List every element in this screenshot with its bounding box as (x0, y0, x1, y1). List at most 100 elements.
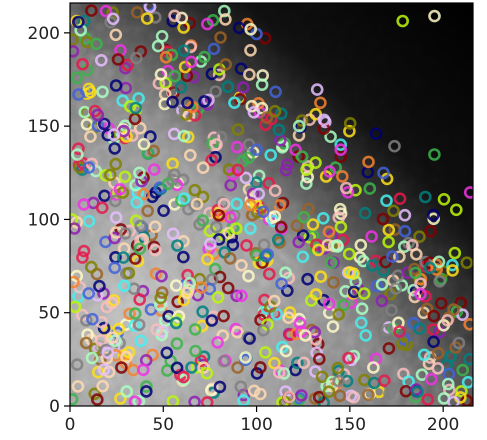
data-point-ring (447, 303, 460, 316)
data-point-ring (128, 252, 142, 265)
data-point-ring (331, 361, 345, 375)
data-point-ring (463, 352, 473, 366)
data-point-ring (160, 346, 174, 360)
data-point-ring (217, 309, 230, 323)
data-point-ring (148, 220, 162, 233)
data-point-ring (242, 151, 255, 164)
data-point-ring (362, 155, 375, 169)
data-point-ring (275, 141, 289, 154)
data-point-ring (437, 193, 451, 206)
data-point-ring (82, 287, 95, 300)
data-point-ring (172, 309, 186, 323)
data-point-ring (420, 302, 434, 316)
data-point-ring (376, 212, 390, 226)
data-point-ring (247, 384, 261, 398)
data-point-ring (367, 361, 380, 374)
data-point-ring (109, 28, 123, 42)
data-point-ring (314, 96, 327, 110)
data-point-ring (154, 291, 167, 305)
data-point-ring (355, 302, 369, 316)
data-point-ring (268, 356, 281, 370)
y-tick-label: 150 (28, 117, 60, 137)
data-point-ring (309, 107, 323, 121)
data-point-ring (201, 252, 214, 266)
data-point-ring (99, 4, 113, 18)
data-point-ring (230, 222, 243, 235)
data-point-ring (335, 170, 349, 183)
data-point-ring (290, 219, 304, 232)
data-point-ring (250, 206, 264, 219)
data-point-ring (207, 42, 221, 56)
data-point-ring (260, 111, 274, 124)
data-point-ring (181, 286, 194, 300)
data-point-ring (433, 274, 447, 288)
data-point-ring (317, 113, 331, 127)
data-point-ring (442, 383, 456, 397)
data-point-ring (322, 297, 336, 311)
data-point-ring (198, 95, 211, 108)
data-point-ring (417, 348, 431, 362)
data-point-ring (362, 388, 375, 402)
data-point-ring (292, 119, 306, 133)
data-point-ring (205, 153, 218, 167)
data-point-ring (245, 99, 259, 113)
data-point-ring (334, 143, 348, 156)
data-point-ring (211, 336, 224, 349)
data-point-ring (75, 163, 89, 176)
data-point-ring (254, 361, 267, 374)
data-point-ring (177, 192, 191, 205)
data-point-ring (357, 287, 371, 300)
data-point-ring (109, 79, 123, 92)
data-point-ring (79, 336, 93, 350)
data-point-ring (240, 239, 253, 252)
data-point-ring (272, 123, 286, 137)
data-point-ring (159, 50, 173, 64)
data-point-ring (293, 316, 307, 330)
data-point-ring (263, 195, 277, 209)
data-point-ring (274, 220, 288, 234)
data-point-ring (106, 12, 120, 26)
data-point-ring (237, 81, 250, 94)
data-point-ring (283, 306, 297, 319)
data-point-ring (393, 325, 406, 338)
data-point-ring (279, 344, 293, 358)
data-point-ring (365, 230, 378, 243)
data-point-ring (332, 374, 345, 388)
data-point-ring (168, 9, 181, 23)
data-point-ring (190, 197, 204, 211)
data-point-ring (386, 250, 399, 263)
data-point-ring (108, 261, 121, 275)
data-point-ring (426, 208, 440, 222)
data-point-ring (369, 127, 383, 140)
data-point-ring (385, 303, 398, 317)
data-point-ring (70, 222, 81, 235)
data-point-ring (200, 366, 214, 380)
data-point-ring (98, 189, 111, 203)
data-point-ring (242, 269, 255, 283)
data-point-ring (428, 9, 441, 23)
data-point-ring (226, 238, 240, 252)
data-point-ring (271, 233, 285, 247)
data-point-ring (95, 53, 108, 67)
data-point-ring (140, 12, 154, 25)
data-point-ring (235, 258, 248, 272)
data-point-ring (255, 78, 269, 91)
data-point-ring (76, 251, 89, 264)
data-point-ring (411, 385, 424, 399)
data-point-ring (70, 358, 84, 371)
data-point-ring (114, 392, 127, 405)
data-point-ring (389, 282, 403, 295)
data-point-ring (306, 218, 320, 231)
data-point-ring (252, 169, 266, 183)
data-point-ring (337, 298, 351, 312)
data-point-ring (427, 335, 440, 349)
data-point-ring (84, 130, 97, 143)
y-tick-label: 100 (28, 210, 60, 230)
data-point-ring (210, 138, 223, 151)
data-point-ring (382, 342, 396, 355)
data-point-ring (121, 58, 134, 72)
data-point-ring (231, 325, 244, 339)
data-point-ring (91, 108, 105, 122)
data-point-ring (70, 275, 80, 289)
data-point-ring (82, 161, 96, 174)
